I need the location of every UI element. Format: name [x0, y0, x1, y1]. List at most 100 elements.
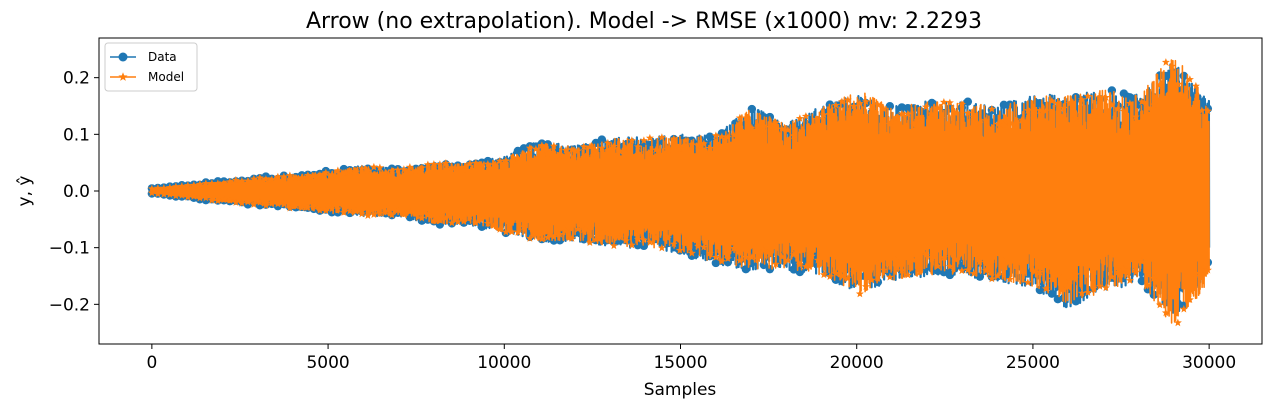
data-marker [1137, 276, 1147, 286]
data-marker [1047, 289, 1057, 298]
model-marker [627, 136, 636, 144]
model-marker [771, 118, 780, 127]
model-marker [747, 123, 756, 132]
model-marker [867, 105, 876, 113]
model-marker [1017, 261, 1026, 269]
model-marker [501, 156, 510, 165]
model-marker [663, 145, 672, 153]
model-marker [891, 114, 900, 122]
model-marker [621, 236, 630, 245]
model-marker [1089, 111, 1098, 120]
model-marker [1065, 276, 1074, 285]
model-marker [537, 234, 546, 243]
model-marker [591, 149, 600, 157]
model-marker [147, 188, 156, 197]
model-marker [321, 206, 330, 214]
model-marker [243, 176, 252, 185]
model-marker [1107, 272, 1116, 281]
model-marker [999, 256, 1008, 265]
model-marker [165, 190, 174, 198]
model-marker [771, 260, 780, 268]
model-marker [681, 237, 690, 245]
model-marker [927, 253, 936, 262]
y-axis-label: y, ŷ [15, 176, 35, 207]
model-marker [213, 179, 222, 187]
model-marker [1035, 268, 1044, 276]
model-marker [783, 125, 792, 134]
model-marker [261, 201, 270, 209]
model-marker [813, 115, 822, 123]
model-marker [1029, 267, 1038, 275]
x-axis-label: Samples [644, 380, 717, 400]
model-marker [789, 250, 798, 258]
model-marker [357, 209, 366, 218]
model-marker [1053, 271, 1062, 279]
model-marker [465, 212, 474, 220]
model-marker [1107, 100, 1116, 109]
series-line [151, 59, 1210, 324]
model-marker [507, 227, 516, 236]
model-marker [1083, 92, 1092, 100]
model-marker [285, 203, 294, 212]
model-marker [615, 147, 624, 155]
model-marker [477, 161, 486, 170]
model-marker [903, 270, 912, 279]
model-marker [237, 199, 246, 207]
model-marker [597, 143, 606, 152]
model-marker [549, 141, 558, 150]
model-marker [621, 144, 630, 152]
model-marker [945, 262, 954, 270]
model-marker [1077, 289, 1086, 297]
model-marker [171, 191, 180, 200]
model-marker [411, 166, 420, 175]
model-marker [1119, 107, 1128, 115]
model-marker [1071, 114, 1080, 122]
model-marker [1017, 115, 1026, 124]
model-marker [657, 243, 666, 252]
model-marker [543, 149, 552, 158]
data-marker [831, 275, 841, 284]
model-marker [891, 255, 900, 264]
model-marker [267, 199, 276, 207]
model-marker [1137, 97, 1146, 106]
legend-label-data: Data [148, 50, 177, 64]
legend-box [104, 42, 198, 92]
model-marker [639, 235, 648, 244]
model-marker [1167, 292, 1176, 300]
model-marker [975, 118, 984, 127]
model-marker [777, 252, 786, 261]
model-marker [393, 165, 402, 174]
model-marker [801, 262, 810, 270]
model-marker [525, 234, 534, 242]
model-marker [1149, 274, 1158, 282]
model-marker [933, 262, 942, 270]
model-marker [1185, 295, 1194, 304]
model-marker [243, 197, 252, 206]
model-marker [327, 170, 336, 179]
model-marker [201, 179, 210, 187]
model-marker [387, 210, 396, 219]
model-marker [1005, 275, 1014, 283]
model-marker [609, 241, 618, 250]
model-marker [1101, 283, 1110, 292]
model-marker [831, 101, 840, 109]
model-marker [855, 289, 864, 298]
model-marker [459, 165, 468, 174]
data-marker [687, 251, 697, 260]
model-marker [735, 113, 744, 122]
model-marker [981, 266, 990, 274]
model-marker [381, 207, 390, 216]
model-marker [909, 256, 918, 264]
model-marker [393, 206, 402, 214]
y-tick-label: 0.2 [63, 69, 90, 89]
model-marker [195, 180, 204, 188]
model-marker [417, 163, 426, 172]
model-marker [1083, 288, 1092, 296]
data-marker [477, 222, 487, 232]
model-marker [1167, 62, 1176, 70]
model-marker [567, 145, 576, 154]
data-marker [1071, 297, 1081, 306]
model-marker [861, 282, 870, 290]
model-marker [1179, 92, 1188, 100]
model-marker [399, 209, 408, 218]
